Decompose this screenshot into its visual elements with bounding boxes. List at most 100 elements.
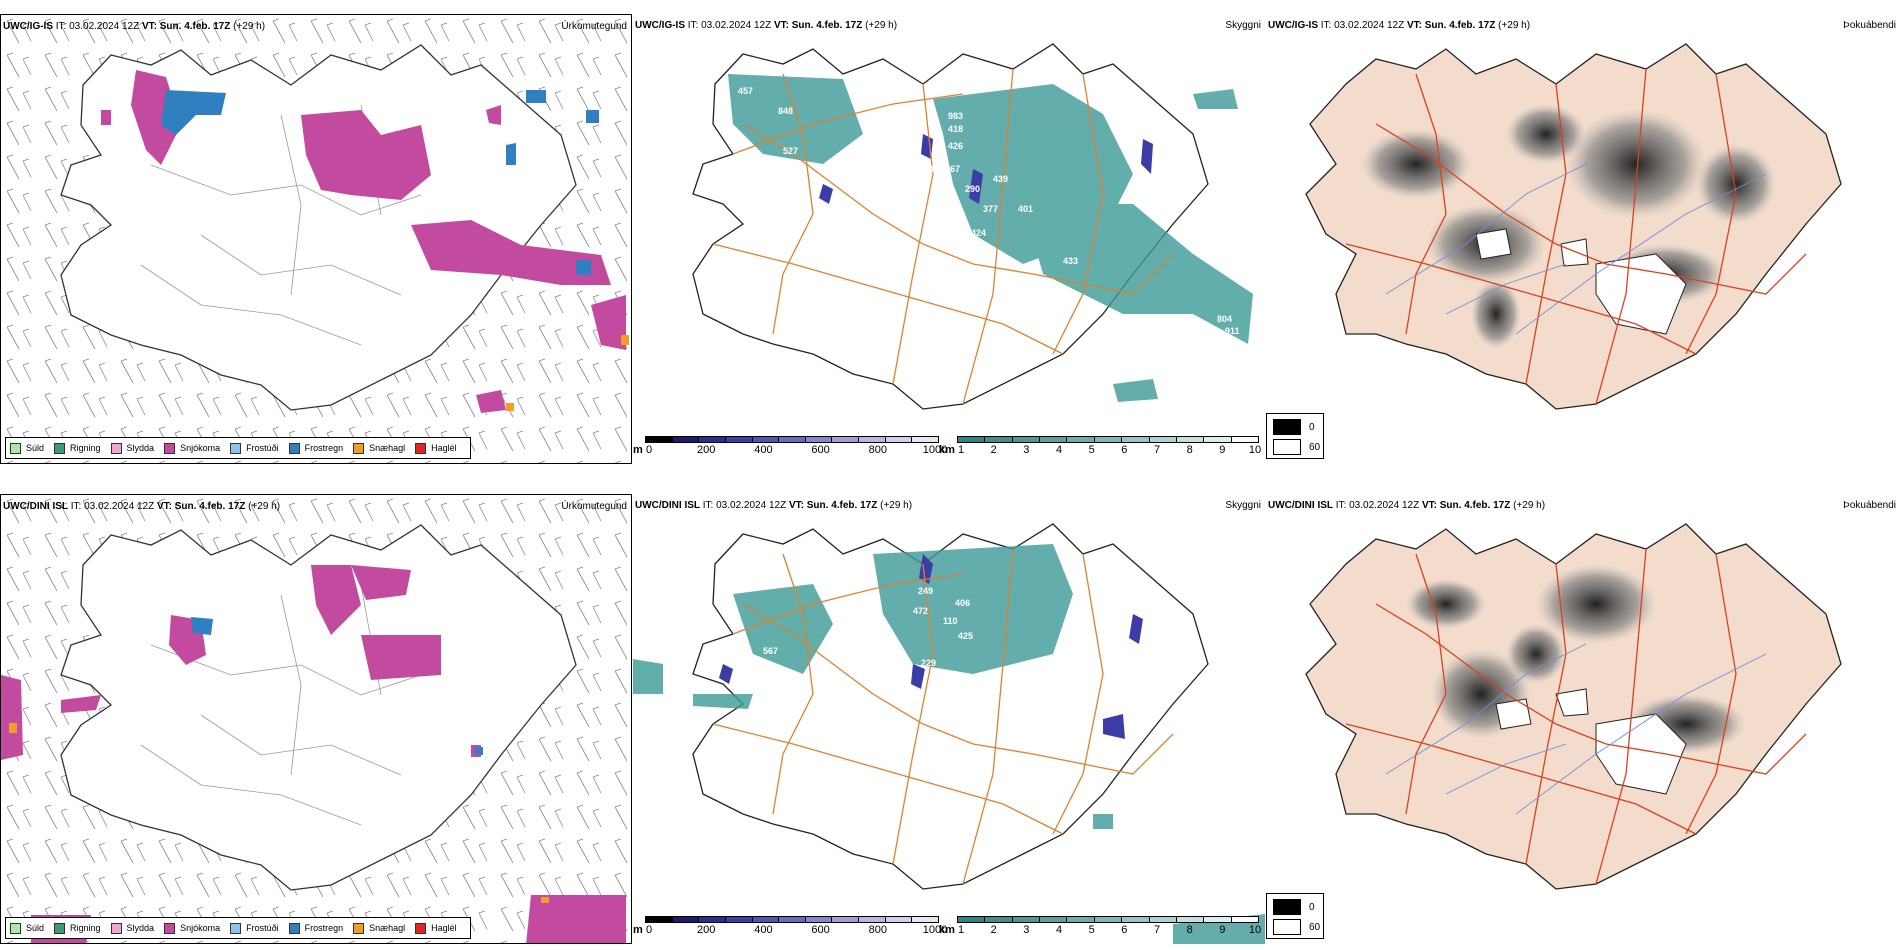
precip-legend-label: Snjókoma — [180, 923, 221, 933]
panel-title-precip-type: Úrkomutegund — [561, 21, 627, 32]
cloud-base-value-label: 229 — [921, 658, 936, 668]
cloud-base-tick-label: 400 — [754, 444, 773, 456]
lead-time: (+29 h) — [865, 20, 898, 31]
cloud-base-value-label: 826 — [965, 248, 980, 258]
visibility-tick-label: 9 — [1219, 444, 1226, 456]
cloud-base-value-label: 249 — [918, 586, 933, 596]
precip-legend-item: Slydda — [110, 922, 154, 934]
fog-legend-low: 60 — [1309, 441, 1321, 453]
cloud-base-value-label: 425 — [958, 631, 973, 641]
precip-legend-swatch — [230, 922, 242, 934]
cloud-base-value-label: 983 — [948, 111, 963, 121]
visibility-colorbar: 1 2 3 4 5 6 7 8 9 10 — [957, 916, 1261, 937]
fog-swatch-high — [1273, 899, 1301, 915]
cloud-base-value-label: 431 — [1073, 736, 1088, 746]
vt-label: VT: Sun. 4.feb. 17Z — [1406, 20, 1496, 31]
precip-legend-item: Snæhagl — [353, 922, 405, 934]
cloud-base-value-label: 278 — [921, 164, 936, 174]
it-value: 03.02.2024 12Z — [716, 500, 787, 511]
row2-precip-header: UWC/DINI ISL IT: 03.02.2024 12Z VT: Sun.… — [3, 501, 280, 512]
cloud-base-value-label: 439 — [993, 174, 1008, 184]
it-prefix: IT: — [1335, 500, 1347, 511]
cloud-base-cell — [699, 917, 726, 922]
precip-legend-swatch — [10, 922, 21, 934]
precip-legend-label: Haglél — [431, 923, 457, 933]
visibility-tick-label: 2 — [990, 924, 997, 936]
it-value: 03.02.2024 12Z — [1334, 20, 1405, 31]
cloud-base-value-label: 318 — [693, 111, 708, 121]
cloud-base-cell — [779, 437, 806, 442]
cloud-base-cell — [805, 437, 833, 442]
visibility-cell — [1231, 917, 1258, 922]
visibility-unit: km — [939, 444, 955, 456]
cloud-base-value-label: 424 — [971, 228, 986, 238]
cloud-base-cell — [752, 437, 780, 442]
precip-legend-swatch — [353, 922, 365, 934]
cloud-base-cell — [832, 917, 860, 922]
row2-fog-header: UWC/DINI ISL IT: 03.02.2024 12Z VT: Sun.… — [1268, 500, 1545, 511]
it-value: 03.02.2024 12Z — [84, 501, 155, 512]
precip-legend-swatch — [164, 442, 176, 454]
cloud-base-tick-label: 0 — [645, 924, 653, 936]
cloud-base-colorbar: 0 200 400 600 800 1000 — [645, 436, 947, 457]
fog-swatch-low — [1273, 919, 1301, 935]
cloud-base-value-label: 418 — [948, 124, 963, 134]
visibility-tick-label: 1 — [957, 924, 965, 936]
cloud-base-value-label: 804 — [1217, 314, 1232, 324]
precip-legend-swatch — [54, 442, 66, 454]
visibility-tick-label: 4 — [1055, 444, 1063, 456]
it-prefix: IT: — [1320, 20, 1332, 31]
cloud-base-value-label: 527 — [783, 146, 798, 156]
precip-legend-item: Súld — [10, 442, 44, 454]
precip-legend-swatch — [10, 442, 21, 454]
model-name: UWC/IG-IS — [1268, 20, 1318, 31]
it-prefix: IT: — [70, 501, 82, 512]
visibility-tick-label: 5 — [1088, 444, 1095, 456]
visibility-tick-label: 3 — [1023, 924, 1030, 936]
visibility-cell — [1012, 917, 1041, 922]
panel-title-precip-type: Úrkomutegund — [561, 501, 627, 512]
cloud-base-value-label: 567 — [763, 646, 778, 656]
vt-label: VT: Sun. 4.feb. 17Z — [788, 500, 878, 511]
precip-legend-label: Rigning — [70, 923, 101, 933]
panel-title-fog: Þokuábendi — [1843, 20, 1896, 31]
visibility-cell — [1204, 917, 1232, 922]
fog-legend-high: 0 — [1309, 901, 1315, 913]
fog-swatch-low — [1273, 439, 1301, 455]
precip-legend-swatch — [164, 922, 176, 934]
cloud-map: 457 848 318 527 258 983 418 244 426 241 200 278 467 4… — [692, 43, 1253, 410]
precip-legend-swatch — [415, 442, 427, 454]
cloud-base-value-label: 244 — [883, 156, 898, 166]
cloud-base-value-label: 377 — [983, 204, 998, 214]
visibility-cell — [1122, 917, 1150, 922]
visibility-tick-label: 4 — [1055, 924, 1063, 936]
cloud-panel-row1: 457 848 318 527 258 983 418 244 426 241 200 278 467 4… — [633, 14, 1265, 464]
lead-time: (+29 h) — [233, 21, 266, 32]
visibility-cell — [1122, 437, 1150, 442]
precip-legend-swatch — [110, 922, 122, 934]
lead-time: (+29 h) — [1498, 20, 1531, 31]
precip-legend-label: Frostúði — [246, 923, 279, 933]
visibility-cell — [1067, 917, 1095, 922]
precip-type-panel-row2: UWC/DINI ISL IT: 03.02.2024 12Z VT: Sun.… — [0, 494, 632, 944]
precip-legend-item: Haglél — [415, 922, 457, 934]
visibility-cell — [958, 437, 986, 442]
cloud-base-value-label: 848 — [778, 106, 793, 116]
visibility-cell — [958, 917, 986, 922]
cloud-base-tick-label: 1000 — [922, 924, 948, 936]
cloud-base-value-label: 258 — [883, 126, 898, 136]
cloud-base-value-label: 472 — [913, 606, 928, 616]
model-name: UWC/IG-IS — [3, 21, 53, 32]
visibility-cell — [1149, 917, 1177, 922]
cloud-base-cell — [885, 437, 913, 442]
precip-type-map — [1, 495, 631, 943]
visibility-tick-label: 1 — [957, 444, 965, 456]
cloud-base-cell — [912, 917, 939, 922]
precip-type-legend: Súld Rigning Slydda Snjókoma Frostúði Frostre… — [5, 917, 471, 939]
precip-legend-item: Slydda — [110, 442, 154, 454]
cloud-base-tick-label: 800 — [868, 444, 887, 456]
precip-legend-label: Snæhagl — [369, 443, 406, 453]
lead-time: (+29 h) — [880, 500, 913, 511]
cloud-base-value-label: 241 — [898, 151, 913, 161]
visibility-cell — [1176, 917, 1205, 922]
